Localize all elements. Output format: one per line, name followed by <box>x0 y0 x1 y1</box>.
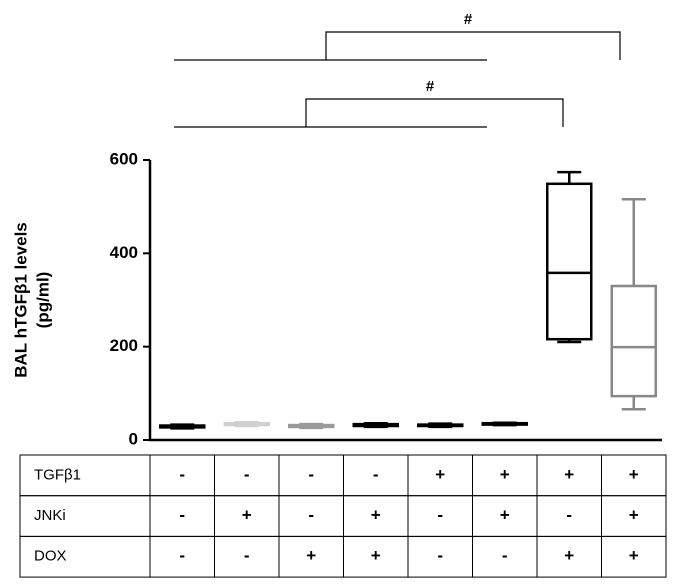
y-axis-label: BAL hTGFβ1 levels <box>11 222 30 378</box>
cell-value: - <box>244 465 250 484</box>
y-tick-label: 600 <box>110 149 138 168</box>
cell-value: + <box>629 465 639 484</box>
cell-value: - <box>179 465 185 484</box>
cell-value: + <box>435 465 445 484</box>
box <box>610 284 657 398</box>
cell-value: - <box>179 546 185 565</box>
cell-value: - <box>308 465 314 484</box>
y-tick-label: 200 <box>110 336 138 355</box>
y-tick-label: 0 <box>129 429 138 448</box>
annotation: # <box>464 11 473 28</box>
cell-value: + <box>242 506 252 525</box>
y-axis-label: (pg/ml) <box>33 272 52 329</box>
box <box>546 182 593 341</box>
cell-value: - <box>308 506 314 525</box>
cell-value: - <box>437 506 443 525</box>
cell-value: + <box>500 506 510 525</box>
cell-value: - <box>566 506 572 525</box>
row-label: DOX <box>34 548 67 565</box>
cell-value: + <box>371 546 381 565</box>
cell-value: + <box>629 506 639 525</box>
row-label: JNKi <box>34 507 66 524</box>
table-cell <box>601 535 667 578</box>
annotation: # <box>426 78 435 95</box>
cell-value: + <box>306 546 316 565</box>
significance-brackets <box>174 31 621 128</box>
cell-value: - <box>373 465 379 484</box>
cell-value: - <box>179 506 185 525</box>
y-tick-label: 400 <box>110 243 138 262</box>
cell-value: + <box>629 546 639 565</box>
cell-value: + <box>371 506 381 525</box>
cell-value: - <box>244 546 250 565</box>
cell-value: + <box>500 465 510 484</box>
cell-value: + <box>564 546 574 565</box>
cell-value: - <box>437 546 443 565</box>
cell-value: + <box>564 465 574 484</box>
cell-value: - <box>502 546 508 565</box>
row-label: TGFβ1 <box>34 466 81 483</box>
